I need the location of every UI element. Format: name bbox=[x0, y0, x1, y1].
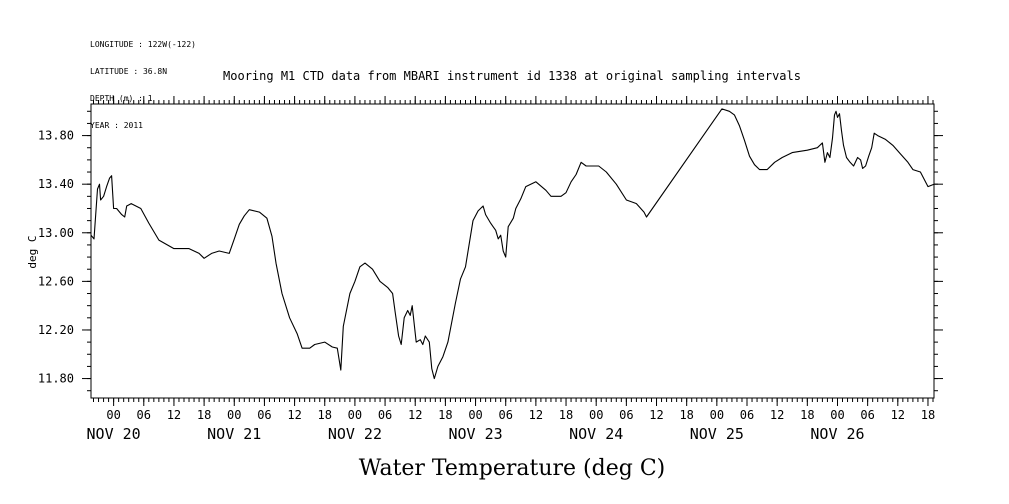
x-tick-label: 00 bbox=[830, 408, 844, 422]
x-tick-label: 00 bbox=[710, 408, 724, 422]
metadata-block: LONGITUDE : 122W(-122) LATITUDE : 36.8N … bbox=[90, 22, 196, 139]
x-tick-label: 06 bbox=[498, 408, 512, 422]
plot-frame bbox=[90, 103, 935, 399]
x-tick-label: 06 bbox=[740, 408, 754, 422]
y-tick-label: 13.40 bbox=[38, 177, 74, 191]
x-day-label: NOV 25 bbox=[690, 425, 744, 443]
x-tick-label: 12 bbox=[770, 408, 784, 422]
x-tick-label: 18 bbox=[438, 408, 452, 422]
x-day-label: NOV 24 bbox=[569, 425, 623, 443]
x-tick-label: 18 bbox=[921, 408, 935, 422]
x-day-label: NOV 20 bbox=[87, 425, 141, 443]
y-tick-label: 13.80 bbox=[38, 129, 74, 143]
x-tick-label: 12 bbox=[167, 408, 181, 422]
x-tick-label: 12 bbox=[649, 408, 663, 422]
x-tick-label: 00 bbox=[348, 408, 362, 422]
x-tick-label: 12 bbox=[287, 408, 301, 422]
axis-ticks bbox=[82, 96, 943, 406]
x-tick-label: 18 bbox=[318, 408, 332, 422]
year-label: YEAR : 2011 bbox=[90, 121, 143, 130]
latitude-label: LATITUDE : 36.8N bbox=[90, 67, 168, 76]
depth-label: DEPTH (m) : 1 bbox=[90, 94, 153, 103]
x-day-label: NOV 26 bbox=[810, 425, 864, 443]
x-tick-label: 18 bbox=[679, 408, 693, 422]
x-day-label: NOV 21 bbox=[207, 425, 261, 443]
x-tick-label: 00 bbox=[468, 408, 482, 422]
x-tick-label: 12 bbox=[408, 408, 422, 422]
chart-title: Mooring M1 CTD data from MBARI instrumen… bbox=[223, 69, 801, 83]
y-tick-label: 13.00 bbox=[38, 226, 74, 240]
x-tick-label: 18 bbox=[559, 408, 573, 422]
x-tick-label: 06 bbox=[137, 408, 151, 422]
x-day-label: NOV 23 bbox=[448, 425, 502, 443]
x-tick-label: 06 bbox=[860, 408, 874, 422]
x-tick-label: 00 bbox=[106, 408, 120, 422]
axis-tick-labels: 00 06 12 18 00 06 12 18 00 06 12 18 00 06 12 18 00 06 12 18… bbox=[38, 129, 935, 443]
x-tick-label: 00 bbox=[589, 408, 603, 422]
x-tick-label: 12 bbox=[529, 408, 543, 422]
temperature-series-line bbox=[90, 108, 935, 380]
x-tick-label: 18 bbox=[800, 408, 814, 422]
x-axis-title: Water Temperature (deg C) bbox=[359, 456, 666, 481]
y-tick-label: 12.20 bbox=[38, 323, 74, 337]
x-tick-label: 12 bbox=[891, 408, 905, 422]
y-tick-label: 12.60 bbox=[38, 274, 74, 288]
x-tick-label: 06 bbox=[257, 408, 271, 422]
x-day-label: NOV 22 bbox=[328, 425, 382, 443]
x-tick-label: 00 bbox=[227, 408, 241, 422]
x-tick-label: 06 bbox=[619, 408, 633, 422]
y-axis-title: deg C bbox=[26, 235, 39, 268]
longitude-label: LONGITUDE : 122W(-122) bbox=[90, 40, 196, 49]
y-tick-label: 11.80 bbox=[38, 372, 74, 386]
x-tick-label: 06 bbox=[378, 408, 392, 422]
x-tick-label: 18 bbox=[197, 408, 211, 422]
